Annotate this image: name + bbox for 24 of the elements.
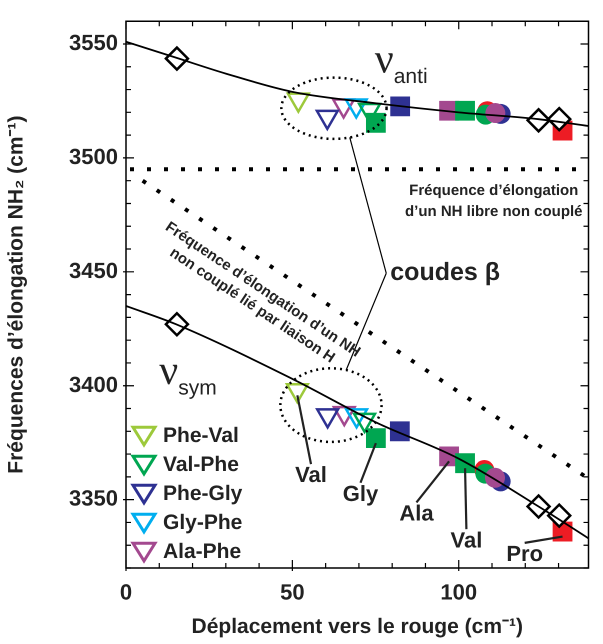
point <box>366 428 386 448</box>
annotation: Gly <box>342 480 379 506</box>
ref-line-label: Fréquence d’élongation d’un NH libre non couplé <box>405 182 582 220</box>
y-axis-title: Fréquences d’élongation NH₂ (cm⁻¹) <box>4 116 28 474</box>
annotation: Val <box>295 462 327 488</box>
y-tick-label: 3350 <box>69 486 118 511</box>
y-tick-label: 3550 <box>69 30 118 56</box>
legend-label: Ala-Phe <box>163 540 242 563</box>
legend-label: Phe-Gly <box>163 482 243 505</box>
annotation: Val <box>450 527 482 552</box>
annotation: Pro <box>506 540 544 566</box>
legend-label: Phe-Val <box>163 424 239 447</box>
point <box>455 100 475 121</box>
annotation: coudes β <box>390 258 500 286</box>
x-tick-label: 100 <box>440 579 478 604</box>
legend-label: Val-Phe <box>163 452 239 476</box>
x-tick-label: 50 <box>280 579 305 604</box>
y-tick-label: 3500 <box>69 144 118 169</box>
y-tick-label: 3450 <box>69 258 118 283</box>
annotation: Ala <box>399 500 434 526</box>
y-tick-label: 3400 <box>69 372 118 397</box>
legend-label: Gly-Phe <box>163 510 242 534</box>
x-axis-title: Déplacement vers le rouge (cm⁻¹) <box>192 615 523 638</box>
x-tick-label: 0 <box>120 579 132 604</box>
